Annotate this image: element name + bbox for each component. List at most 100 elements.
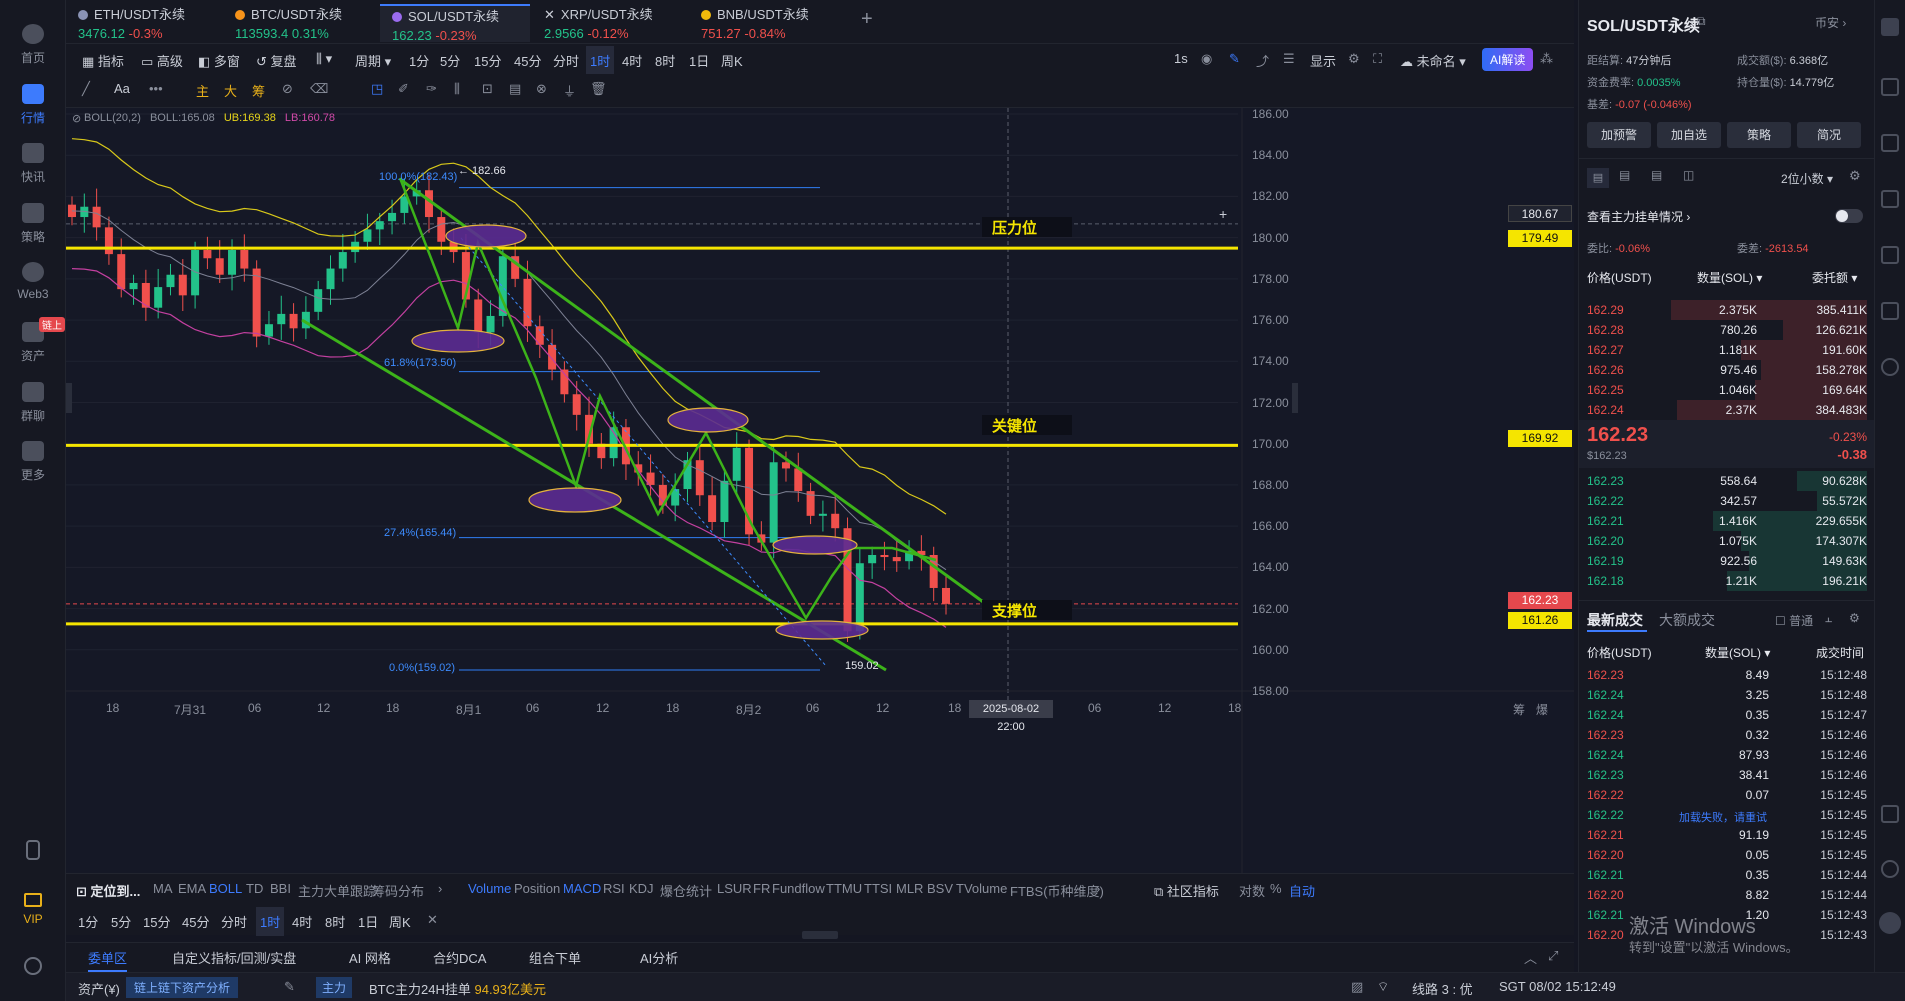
tab-sol[interactable]: SOL/USDT永续 162.23 -0.23% (380, 4, 530, 43)
link-icon[interactable]: ⊗ (536, 81, 547, 96)
ask-row[interactable]: 162.29 2.375K 385.411K (1587, 300, 1867, 320)
main-ind-ma[interactable]: MA (153, 881, 173, 896)
ob-mode-both-icon[interactable]: ▤ (1587, 168, 1609, 188)
replay-button[interactable]: ↺ 复盘 (256, 54, 297, 69)
main-ind-bbi[interactable]: BBI (270, 881, 291, 896)
percent-toggle[interactable]: % (1270, 881, 1282, 896)
sub-ind-ttmu[interactable]: TTMU (826, 881, 863, 896)
nav-chat[interactable]: 群聊 (0, 382, 66, 424)
nav-settings[interactable] (0, 957, 66, 980)
tf2-4h[interactable]: 4时 (292, 915, 313, 930)
trades-filter-icon[interactable]: ⫠ (1825, 611, 1833, 625)
eraser-icon[interactable]: ⌫ (310, 81, 329, 96)
tf2-1h[interactable]: 1时 (256, 907, 285, 936)
advanced-button[interactable]: ▭ 高级 (141, 54, 183, 69)
ask-row[interactable]: 162.27 1.181K 191.60K (1587, 340, 1867, 360)
strategy-button[interactable]: 策略 (1727, 122, 1791, 148)
line-tool-icon[interactable]: ╱ (82, 81, 90, 96)
tab-latest-trades[interactable]: 最新成交 (1587, 612, 1643, 628)
tab-combo-order[interactable]: 组合下单 (529, 951, 582, 966)
collapse-icon[interactable]: ⊘ (72, 113, 82, 125)
indicator-button[interactable]: ▦ 指标 (82, 54, 124, 69)
sub-ind-tvolume[interactable]: TVolume (956, 881, 1008, 896)
interval-1s[interactable]: 1s (1174, 51, 1188, 66)
tab-orders[interactable]: 委单区 (88, 948, 128, 972)
nav-assets[interactable]: 资产 链上 (0, 317, 66, 364)
ob-header-qty[interactable]: 数量(SOL) ▾ (1697, 271, 1763, 285)
sub-ind-liquidation[interactable]: 爆仓统计 (660, 884, 713, 899)
sub-ind-macd[interactable]: MACD (563, 881, 602, 896)
doc-rail-icon[interactable] (1881, 78, 1899, 96)
ob-settings-icon[interactable]: ⚙ (1849, 168, 1861, 183)
tf2-week[interactable]: 周K (389, 915, 411, 930)
tf2-time[interactable]: 分时 (221, 915, 248, 930)
sub-ind-mlr[interactable]: MLR (896, 881, 924, 896)
tf2-15m[interactable]: 15分 (143, 915, 171, 930)
tf2-1m[interactable]: 1分 (78, 915, 99, 930)
help-icon[interactable]: ▨ (1351, 979, 1364, 994)
magnet-icon[interactable]: ⊘ (282, 81, 293, 96)
asset-label[interactable]: 资产(¥) (78, 982, 120, 997)
nav-home[interactable]: 首页 (0, 24, 66, 66)
kline-chart[interactable]: ⊘ BOLL(20,2) BOLL:165.08 UB:169.38 LB:16… (66, 107, 1574, 873)
tab-large-trades[interactable]: 大额成交 (1659, 612, 1715, 628)
tf-4h[interactable]: 4时 (622, 54, 643, 69)
locate-button[interactable]: ⊡ 定位到... (76, 884, 141, 899)
main-orders-link[interactable]: 查看主力挂单情况 › (1587, 210, 1691, 224)
tf2-8h[interactable]: 8时 (325, 915, 346, 930)
boll-legend[interactable]: BOLL(20,2) BOLL:165.08 UB:169.38 LB:160.… (84, 112, 335, 124)
template-icon[interactable]: ▤ (509, 81, 522, 96)
tab-dca[interactable]: 合约DCA (433, 951, 487, 966)
ask-row[interactable]: 162.28 780.26 126.621K (1587, 320, 1867, 340)
sub-ind-ttsi[interactable]: TTSI (864, 881, 893, 896)
ask-row[interactable]: 162.26 975.46 158.278K (1587, 360, 1867, 380)
sub-ind-ftbs[interactable]: FTBS(币种维度) (1010, 884, 1104, 899)
sub-ind-fr[interactable]: FR (753, 881, 771, 896)
tab-ai-grid[interactable]: AI 网格 (349, 951, 391, 966)
support-rail-icon[interactable] (1879, 912, 1901, 934)
tf-1m[interactable]: 1分 (409, 54, 430, 69)
ob-depth-icon[interactable]: ◫ (1683, 168, 1695, 182)
main-orders-toggle[interactable] (1835, 209, 1863, 223)
bid-row[interactable]: 162.23 558.64 90.628K (1587, 471, 1867, 491)
chips-button[interactable]: 筹 (252, 84, 266, 99)
layout-dropdown[interactable]: ☁ 未命名 ▾ (1400, 54, 1466, 69)
tab-btc[interactable]: BTC/USDT永续 113593.4 0.31% (235, 7, 343, 41)
panel-drag-handle[interactable] (802, 931, 838, 939)
tab-xrp[interactable]: ✕ XRP/USDT永续 2.9566 -0.12% (544, 7, 653, 41)
ob-header-total[interactable]: 委托额 ▾ (1812, 271, 1858, 285)
tf-1d[interactable]: 1日 (689, 54, 710, 69)
add-alert-icon[interactable]: + (1219, 206, 1228, 222)
period-dropdown[interactable]: 周期 ▾ (355, 54, 392, 69)
expand-panel-icon[interactable]: ⤢ (1548, 948, 1559, 963)
sub-ind-volume[interactable]: Volume (468, 881, 512, 896)
main-ind-td[interactable]: TD (246, 881, 264, 896)
ask-row[interactable]: 162.25 1.046K 169.64K (1587, 380, 1867, 400)
tf2-1d[interactable]: 1日 (358, 915, 379, 930)
bid-row[interactable]: 162.20 1.075K 174.307K (1587, 531, 1867, 551)
measure-icon[interactable]: ⫼ (454, 81, 460, 96)
tf-week[interactable]: 周K (721, 54, 743, 69)
settings-icon[interactable]: ⚙ (1348, 51, 1360, 66)
nav-vip[interactable]: VIP (0, 893, 66, 926)
stats-rail-icon[interactable] (1881, 190, 1899, 208)
tf-45m[interactable]: 45分 (514, 54, 542, 69)
ai-interpret-button[interactable]: AI解读 (1482, 48, 1534, 71)
sub-ind-bsv[interactable]: BSV (927, 881, 954, 896)
sub-ind-rsi[interactable]: RSI (603, 881, 625, 896)
left-collapse-handle[interactable] (66, 383, 72, 413)
right-collapse-handle[interactable] (1292, 383, 1298, 413)
tab-custom-indicators[interactable]: 自定义指标/回测/实盘 (172, 951, 297, 966)
add-tab-icon[interactable]: + (861, 8, 873, 30)
liq-axis-label[interactable]: 爆 (1536, 703, 1549, 717)
ob-mode-bids-icon[interactable]: ▤ (1619, 168, 1631, 182)
copy-icon[interactable]: ⧉ (1697, 14, 1706, 28)
trades-settings-icon[interactable]: ⚙ (1849, 611, 1860, 625)
display-button[interactable]: 显示 (1310, 54, 1337, 69)
tab-eth[interactable]: ETH/USDT永续 3476.12 -0.3% (78, 7, 186, 41)
bid-row[interactable]: 162.18 1.21K 196.21K (1587, 571, 1867, 591)
list-rail-icon[interactable] (1881, 302, 1899, 320)
nav-phone[interactable] (0, 840, 66, 865)
panel-rail-icon[interactable] (1881, 805, 1899, 823)
candle-type-button[interactable]: ⫼ ▾ (316, 51, 333, 66)
